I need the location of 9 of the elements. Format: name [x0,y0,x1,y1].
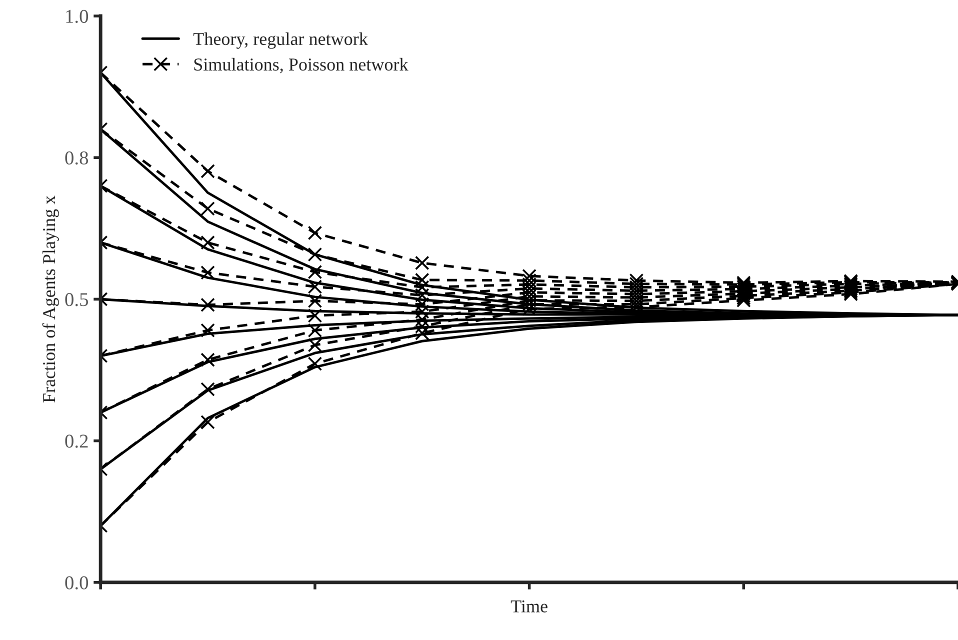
y-tick-label: 0.8 [65,151,88,165]
y-tick-label: 0.0 [65,576,88,590]
y-tick-label: 0.2 [65,434,88,448]
x-axis-title: Time [510,600,548,612]
legend-label: Theory, regular network [193,32,368,49]
y-axis-title: Fraction of Agents Playing x [42,196,59,402]
y-tick-label: 0.5 [65,293,88,306]
y-tick-label: 1.0 [66,10,88,24]
legend-label: Simulations, Poisson network [194,58,408,74]
